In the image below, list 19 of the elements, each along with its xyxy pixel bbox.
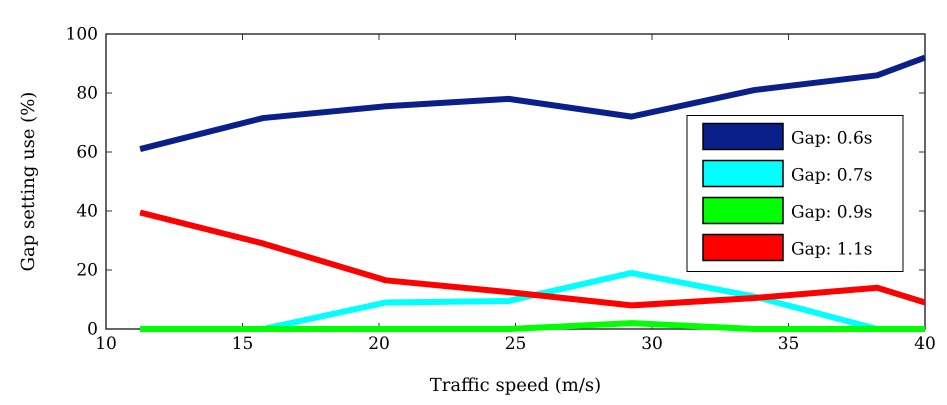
y-tick-label: 60 <box>76 142 98 162</box>
legend-label: Gap: 0.6s <box>791 128 872 148</box>
y-tick-label: 100 <box>66 24 98 44</box>
y-tick-label: 40 <box>76 201 98 222</box>
y-tick-label: 80 <box>76 83 98 104</box>
y-axis-title: Gap setting use (%) <box>18 92 39 272</box>
legend-label: Gap: 0.7s <box>791 166 872 186</box>
x-tick-label: 35 <box>778 334 800 354</box>
x-tick-label: 20 <box>368 334 390 354</box>
y-tick-label: 0 <box>87 319 98 340</box>
x-axis-title: Traffic speed (m/s) <box>430 375 602 396</box>
x-tick-label: 10 <box>95 334 117 354</box>
legend-label: Gap: 1.1s <box>791 240 872 260</box>
x-tick-label: 40 <box>914 334 936 354</box>
x-tick-label: 15 <box>232 334 254 354</box>
x-tick-label: 25 <box>504 334 526 354</box>
x-tick-label: 30 <box>641 334 663 354</box>
y-tick-label: 20 <box>76 260 98 280</box>
legend-label: Gap: 0.9s <box>791 202 872 222</box>
